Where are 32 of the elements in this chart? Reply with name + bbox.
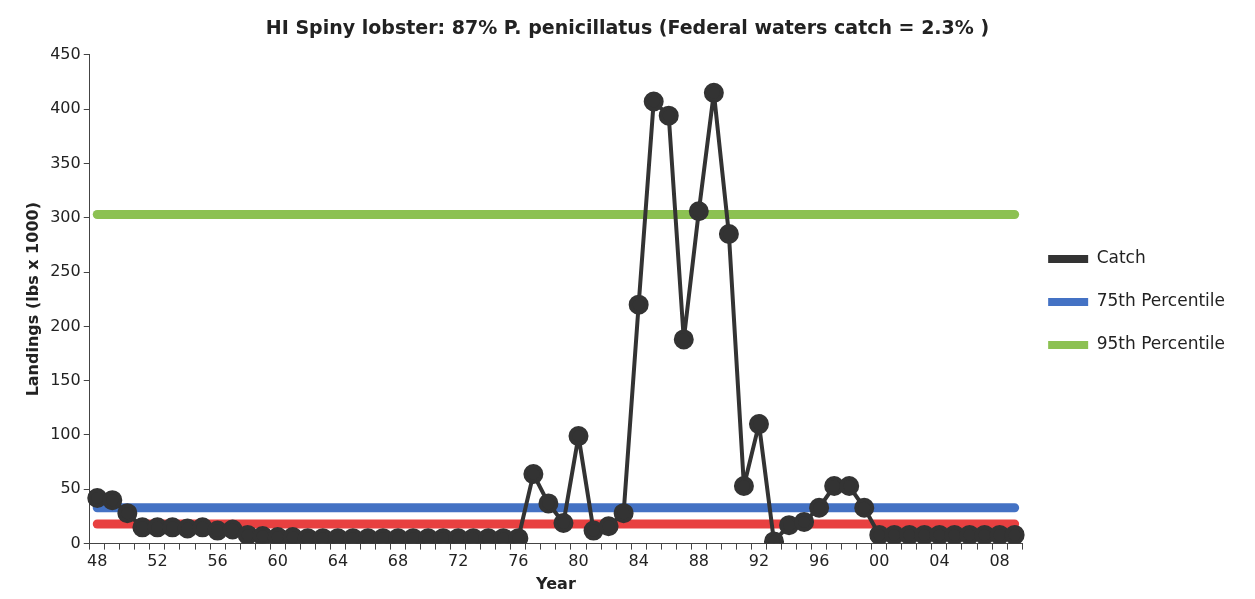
y-tick-label: 250 bbox=[50, 261, 81, 281]
x-tick-label: 04 bbox=[929, 551, 950, 571]
x-tick-label: 00 bbox=[869, 551, 890, 571]
y-tick-label: 350 bbox=[50, 152, 81, 172]
x-tick-label: 56 bbox=[207, 551, 228, 571]
x-tick-label: 68 bbox=[387, 551, 409, 571]
x-tick-label: 08 bbox=[989, 551, 1010, 571]
legend-label: Catch bbox=[1096, 247, 1146, 268]
x-tick-label: 84 bbox=[628, 551, 649, 571]
x-tick-label: 92 bbox=[748, 551, 770, 571]
x-tick-label: 96 bbox=[808, 551, 830, 571]
chart-title: HI Spiny lobster: 87% P. penicillatus (Federal waters catch = 2.3% ) bbox=[265, 16, 990, 39]
x-tick-label: 48 bbox=[87, 551, 108, 571]
x-tick-label: 60 bbox=[267, 551, 288, 571]
y-tick-label: 300 bbox=[50, 206, 81, 226]
x-tick-label: 64 bbox=[327, 551, 349, 571]
y-tick-label: 0 bbox=[70, 532, 81, 552]
y-tick-label: 200 bbox=[50, 315, 81, 335]
y-tick-label: 450 bbox=[50, 43, 81, 63]
x-tick-label: 72 bbox=[448, 551, 469, 571]
y-tick-label: 100 bbox=[50, 424, 81, 444]
x-tick-label: 76 bbox=[508, 551, 529, 571]
x-tick-label: 52 bbox=[147, 551, 168, 571]
x-tick-label: 88 bbox=[688, 551, 709, 571]
y-tick-label: 50 bbox=[60, 478, 81, 498]
y-tick-label: 150 bbox=[50, 369, 81, 389]
y-axis-title: Landings (lbs x 1000) bbox=[22, 202, 42, 397]
legend-label: 75th Percentile bbox=[1096, 290, 1226, 311]
x-axis-title: Year bbox=[535, 573, 576, 593]
x-tick-label: 80 bbox=[568, 551, 589, 571]
legend-label: 95th Percentile bbox=[1096, 333, 1226, 354]
y-tick-label: 400 bbox=[50, 98, 81, 118]
